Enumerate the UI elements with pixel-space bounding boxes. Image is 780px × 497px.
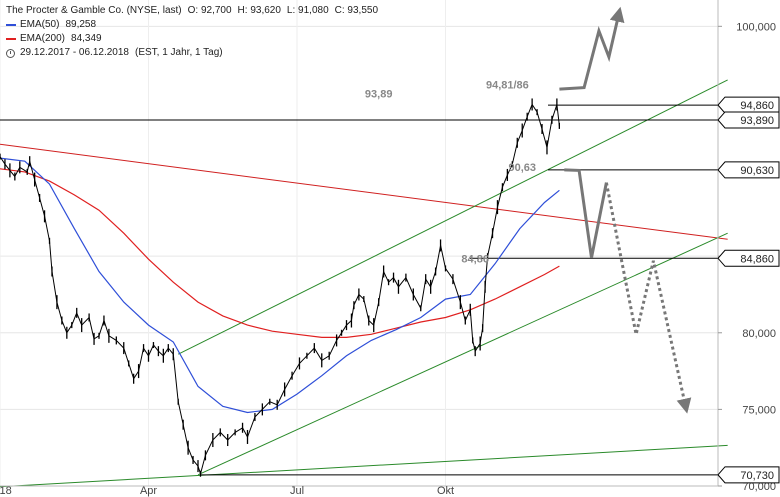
legend-high: H: 93,620 (237, 5, 281, 16)
price-annotation: 90,63 (508, 162, 536, 174)
price-tag-label: 84,860 (740, 253, 774, 265)
legend-open: O: 92,700 (187, 5, 232, 16)
scenario-down-dotted-arrow (604, 182, 692, 414)
price-tag-box (717, 466, 780, 484)
scenario-down-solid (564, 168, 608, 258)
legend-ema200-row: EMA(200) 84,349 (6, 32, 378, 46)
price-tag: 84,860 (717, 249, 780, 267)
clock-icon (6, 48, 15, 58)
legend-ema50-row: EMA(50) 89,258 (6, 18, 378, 32)
price-annotation: 93,89 (365, 89, 393, 101)
price-tag-box (717, 249, 780, 267)
trendlines (0, 79, 728, 488)
legend-period-range: 29.12.2017 - 06.12.2018 (20, 47, 129, 58)
y-tick-label: 75,000 (742, 404, 776, 416)
long-support (0, 444, 728, 488)
price-tag-box (717, 96, 780, 114)
x-tick-label: Apr (140, 485, 157, 497)
price-annotations: 93,89 94,81/86 90,63 84,86 (365, 79, 536, 265)
x-tick-label: Okt (437, 485, 454, 497)
ema200-line (0, 168, 560, 338)
scenario-up-arrow (559, 6, 625, 91)
price-tag-label: 70,730 (740, 470, 774, 482)
legend-low: L: 91,080 (286, 5, 329, 16)
price-tag: 94,860 (717, 96, 780, 114)
price-tag-box (717, 161, 780, 179)
x-tick-label: n '18 (0, 485, 12, 497)
legend-ema200-value: 84,349 (71, 33, 102, 44)
channel-lower (197, 232, 728, 476)
price-tag-label: 93,890 (740, 115, 774, 127)
x-tick-label: Jul (290, 485, 304, 497)
legend-ema200-label: EMA(200) (20, 33, 66, 44)
legend-ema50-value: 89,258 (65, 19, 97, 30)
ema50-swatch (6, 24, 16, 26)
y-axis: 100,000 80,000 75,000 70,000 (717, 0, 776, 493)
price-tags: 94,860 93,890 90,630 84,860 70,730 (717, 96, 780, 484)
legend-ema50-label: EMA(50) (20, 19, 60, 30)
price-annotation: 94,81/86 (486, 79, 529, 91)
price-tag-box (717, 111, 780, 129)
x-axis: n '18 Apr Jul Okt (0, 485, 718, 497)
chart-legend: The Procter & Gamble Co. (NYSE, last) O:… (6, 4, 378, 60)
resistance-line (0, 143, 728, 240)
y-tick-label: 80,000 (742, 328, 776, 340)
ema200-swatch (6, 38, 16, 40)
price-tag: 70,730 (717, 466, 780, 484)
channel-upper (177, 79, 728, 355)
price-level-lines (0, 104, 718, 476)
scenario-arrows (559, 6, 692, 414)
price-line (0, 103, 560, 476)
price-series (0, 98, 560, 477)
price-tag: 90,630 (717, 161, 780, 179)
legend-period-settings: (EST, 1 Jahr, 1 Tag) (134, 47, 223, 58)
y-tick-label: 70,000 (742, 481, 776, 493)
price-tag-label: 94,860 (740, 100, 774, 112)
legend-period-row: 29.12.2017 - 06.12.2018 (EST, 1 Jahr, 1 … (6, 46, 378, 60)
y-tick-label: 100,000 (736, 21, 776, 33)
price-tag: 93,890 (717, 111, 780, 129)
legend-close: C: 93,550 (334, 5, 379, 16)
price-tag-label: 90,630 (740, 165, 774, 177)
grid (0, 0, 718, 487)
legend-title-row: The Procter & Gamble Co. (NYSE, last) O:… (6, 4, 378, 18)
ema50-line (0, 157, 560, 414)
ema-lines (0, 157, 560, 414)
legend-title: The Procter & Gamble Co. (NYSE, last) (6, 5, 182, 16)
price-annotation: 84,86 (461, 253, 489, 265)
